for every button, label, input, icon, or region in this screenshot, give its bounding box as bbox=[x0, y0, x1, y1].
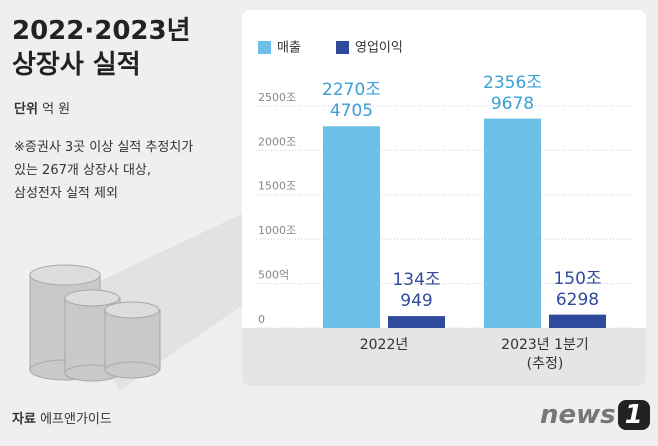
legend-label: 매출 bbox=[277, 41, 301, 56]
category-band bbox=[242, 328, 646, 386]
y-tick-label: 1500조 bbox=[258, 180, 296, 193]
y-tick-label: 2500조 bbox=[258, 91, 296, 104]
value-label: 2270조 4705 bbox=[322, 80, 381, 122]
legend-swatch bbox=[336, 41, 349, 54]
legend-label: 영업이익 bbox=[355, 41, 403, 56]
source-text: 에프앤가이드 bbox=[40, 412, 112, 427]
value-label: 2356조 9678 bbox=[483, 72, 542, 114]
logo-mark: 1 bbox=[617, 400, 650, 430]
source-label: 자료 bbox=[12, 412, 36, 427]
unit: 단위 억 원 bbox=[14, 98, 70, 117]
y-tick-label: 0 bbox=[258, 313, 265, 326]
y-tick-label: 1000조 bbox=[258, 224, 296, 237]
source: 자료 에프앤가이드 bbox=[12, 408, 112, 427]
value-label: 134조 949 bbox=[392, 270, 441, 312]
logo: news 1 bbox=[540, 400, 650, 430]
logo-text: news bbox=[540, 400, 616, 430]
coins-illustration bbox=[29, 210, 250, 390]
x-tick-label: 2023년 1분기 (추정) bbox=[501, 337, 589, 372]
y-tick-label: 500억 bbox=[258, 269, 289, 282]
note: ※증권사 3곳 이상 실적 추정치가 있는 267개 상장사 대상, 삼성전자 … bbox=[14, 140, 194, 201]
y-tick-label: 2000조 bbox=[258, 135, 296, 148]
title: 2022·2023년 상장사 실적 bbox=[12, 16, 191, 80]
value-label: 150조 6298 bbox=[553, 268, 602, 310]
bar bbox=[549, 314, 606, 328]
unit-text: 억 원 bbox=[42, 102, 71, 117]
bar bbox=[323, 126, 380, 328]
bar bbox=[484, 118, 541, 329]
unit-label: 단위 bbox=[14, 102, 38, 117]
bar bbox=[388, 316, 445, 328]
x-tick-label: 2022년 bbox=[359, 337, 409, 353]
legend-swatch bbox=[258, 41, 271, 54]
